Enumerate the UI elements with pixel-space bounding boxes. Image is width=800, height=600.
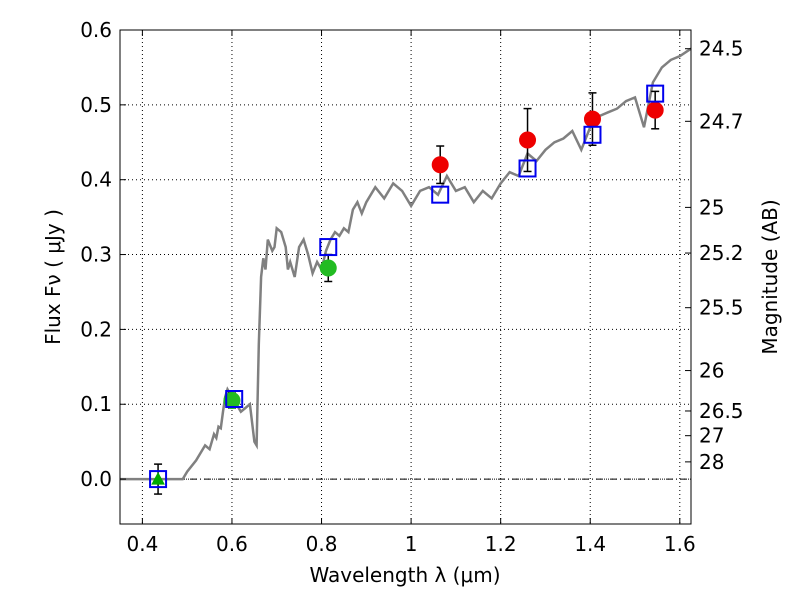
y-tick-label: 0.3 xyxy=(80,243,112,267)
x-tick-label: 1.6 xyxy=(664,532,696,556)
data-point-circle xyxy=(223,392,241,409)
data-point-triangle xyxy=(151,472,165,485)
x-tick-label: 1 xyxy=(405,532,418,556)
model-photometry-square xyxy=(319,238,338,257)
data-point-circle xyxy=(319,259,337,277)
x-tick-label: 0.8 xyxy=(306,532,338,556)
mag-tick-label: 25.2 xyxy=(699,241,744,265)
y-axis-ticks: 0.0 0.1 0.2 0.3 0.4 0.5 0.6 xyxy=(80,18,126,491)
mag-tick-label: 26 xyxy=(699,359,724,383)
mag-tick-label: 28 xyxy=(699,450,724,474)
mag-tick-label: 27 xyxy=(699,424,724,448)
mag-tick-label: 25 xyxy=(699,195,724,219)
mag-tick-label: 25.5 xyxy=(699,296,744,320)
model-photometry-square xyxy=(646,84,665,103)
plot-frame-bg xyxy=(120,30,691,524)
x-tick-label: 1.4 xyxy=(574,532,606,556)
data-point-circle xyxy=(519,131,537,149)
x-axis-ticks: 0.4 0.6 0.8 1 1.2 1.4 1.6 xyxy=(126,30,696,556)
model-photometry-square xyxy=(431,185,450,204)
right-axis-label: Magnitude (AB) xyxy=(758,199,782,354)
plot-frame xyxy=(119,29,692,525)
y-axis-label: Flux Fν ( μJy ) xyxy=(41,209,65,345)
x-tick-label: 0.6 xyxy=(216,532,248,556)
y-tick-label: 0.0 xyxy=(80,467,112,491)
x-tick-label: 0.4 xyxy=(126,532,158,556)
data-markers xyxy=(149,84,665,489)
y-tick-label: 0.6 xyxy=(80,18,112,42)
model-photometry-square xyxy=(583,125,602,144)
x-axis-label: Wavelength λ (μm) xyxy=(309,563,500,587)
model-photometry-square xyxy=(518,159,537,178)
mag-tick-label: 24.7 xyxy=(699,109,744,133)
y-tick-label: 0.1 xyxy=(80,392,112,416)
x-tick-label: 1.2 xyxy=(485,532,517,556)
mag-tick-label: 24.5 xyxy=(699,37,744,61)
data-point-circle xyxy=(583,110,601,128)
y-tick-label: 0.4 xyxy=(80,168,112,192)
model-photometry-square xyxy=(149,470,168,489)
data-point-circle xyxy=(431,156,449,174)
y-tick-label: 0.5 xyxy=(80,93,112,117)
y-tick-label: 0.2 xyxy=(80,317,112,341)
data-point-circle xyxy=(646,101,664,119)
model-photometry-square xyxy=(225,390,244,409)
mag-tick-label: 26.5 xyxy=(699,399,744,423)
